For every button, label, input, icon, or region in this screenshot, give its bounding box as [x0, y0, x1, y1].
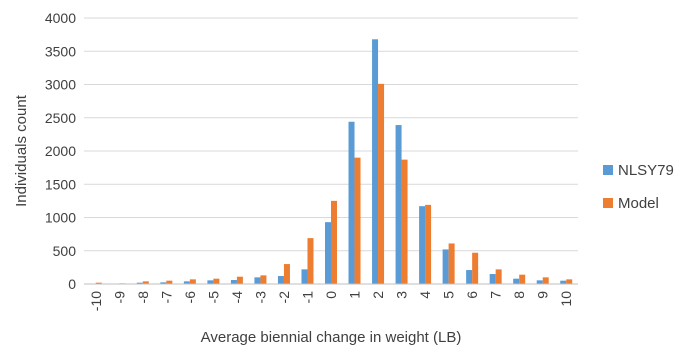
- bar-nlsy79--8: [136, 282, 143, 284]
- x-tick-label: 4: [417, 291, 433, 299]
- x-axis-tick-labels: -10 -9 -8 -7 -6 -5 -4 -3 -2 -1 0 1 2 3 4 5 6 7 8 9 10: [88, 291, 574, 311]
- bar-model-8: [519, 274, 526, 284]
- x-tick-label: -10: [88, 291, 104, 311]
- bar-nlsy79-1: [348, 121, 355, 285]
- legend-label-nlsy79: NLSY79: [618, 162, 674, 179]
- y-axis-tick-labels: 0 500 1000 1500 2000 2500 3000 3500 4000: [45, 10, 76, 292]
- x-axis-title: Average biennial change in weight (LB): [201, 329, 462, 346]
- bar-model-6: [472, 252, 479, 284]
- bar-nlsy79-0: [325, 222, 331, 284]
- bar-nlsy79--3: [254, 277, 261, 284]
- x-tick-label: 1: [347, 291, 363, 299]
- legend-swatch-model: [603, 198, 613, 208]
- y-axis-title: Individuals count: [13, 94, 30, 207]
- bar-model-1: [354, 157, 361, 284]
- bar-model--6: [189, 279, 196, 284]
- x-tick-label: -5: [205, 291, 221, 304]
- y-tick-label: 1500: [45, 176, 76, 192]
- bar-nlsy79-7: [489, 274, 496, 284]
- bar-nlsy79--6: [183, 281, 190, 284]
- bar-nlsy79-10: [560, 280, 567, 284]
- y-tick-label: 0: [68, 276, 76, 292]
- legend-swatch-nlsy79: [603, 165, 613, 175]
- bar-model-0: [331, 200, 337, 284]
- bar-model--4: [236, 276, 243, 284]
- y-tick-label: 3000: [45, 77, 76, 93]
- bar-nlsy79-5: [442, 249, 449, 284]
- bar-nlsy79-9: [536, 280, 543, 284]
- bar-nlsy79-2: [372, 39, 379, 284]
- bar-model--10: [95, 282, 102, 284]
- bar-model-3: [401, 159, 408, 284]
- x-tick-label: -2: [276, 291, 292, 304]
- x-tick-label: 9: [535, 291, 551, 299]
- x-tick-label: -9: [111, 291, 127, 304]
- bar-model-10: [566, 279, 573, 284]
- x-tick-label: 3: [394, 291, 410, 299]
- x-tick-label: -6: [182, 291, 198, 304]
- x-tick-label: 0: [323, 291, 339, 299]
- bar-model-5: [448, 243, 455, 284]
- bar-model--7: [166, 280, 173, 284]
- bar-nlsy79--1: [301, 269, 308, 284]
- bar-nlsy79-6: [466, 270, 473, 284]
- bar-nlsy79-4: [419, 206, 426, 284]
- bar-nlsy79--5: [207, 280, 214, 284]
- bar-model--2: [283, 264, 290, 284]
- y-tick-label: 500: [53, 243, 77, 259]
- bar-model--3: [260, 275, 267, 284]
- bar-model--1: [307, 238, 314, 284]
- bars: [89, 39, 573, 285]
- x-tick-label: 10: [558, 291, 574, 307]
- bar-nlsy79--4: [230, 280, 237, 284]
- bar-nlsy79-3: [395, 125, 402, 284]
- bar-model-9: [542, 277, 549, 284]
- x-tick-label: -3: [252, 291, 268, 304]
- y-tick-label: 2500: [45, 110, 76, 126]
- x-tick-label: 5: [441, 291, 457, 299]
- x-tick-label: 2: [370, 291, 386, 299]
- bar-model--5: [213, 278, 220, 284]
- x-tick-label: -7: [158, 291, 174, 304]
- y-tick-label: 4000: [45, 10, 76, 26]
- bar-model-4: [425, 204, 432, 284]
- bar-model-7: [495, 269, 502, 284]
- x-tick-label: -8: [135, 291, 151, 304]
- y-tick-label: 3500: [45, 43, 76, 59]
- x-tick-label: 6: [464, 291, 480, 299]
- y-tick-label: 2000: [45, 143, 76, 159]
- x-tick-label: 8: [511, 291, 527, 299]
- gridlines: [84, 17, 578, 252]
- y-tick-label: 1000: [45, 210, 76, 226]
- bar-nlsy79--7: [160, 282, 167, 284]
- bar-nlsy79--2: [277, 276, 284, 284]
- bar-model-2: [378, 83, 385, 285]
- bar-nlsy79-8: [513, 278, 520, 284]
- x-tick-label: 7: [488, 291, 504, 299]
- bar-model--8: [142, 281, 149, 284]
- legend-label-model: Model: [618, 195, 659, 212]
- x-tick-label: -4: [229, 291, 245, 304]
- legend: NLSY79 Model: [603, 162, 674, 212]
- x-tick-label: -1: [299, 291, 315, 304]
